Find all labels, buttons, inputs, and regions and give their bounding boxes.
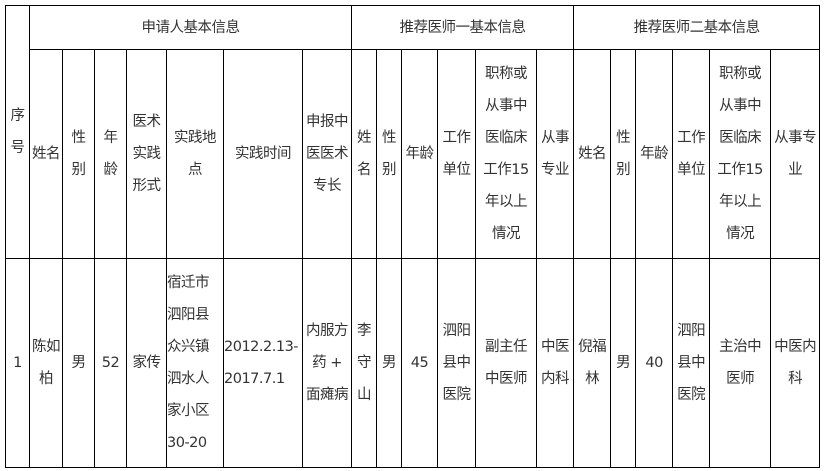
group-doctor2: 推荐医师二基本信息 [573, 5, 821, 50]
header-doctor2-age: 年龄 [635, 49, 674, 259]
cell-doctor2-gender: 男 [610, 258, 637, 468]
cell-doctor2-field: 中医内 科 [770, 258, 821, 468]
group-doctor1: 推荐医师一基本信息 [351, 5, 575, 50]
cell-applicant-age: 52 [94, 258, 127, 468]
group-applicant: 申请人基本信息 [28, 5, 353, 50]
cell-doctor2-workplace: 泗阳 县中 医院 [672, 258, 711, 468]
header-applicant-name: 姓名 [29, 49, 63, 259]
header-applicant-age: 年 龄 [94, 49, 127, 259]
header-doctor2-workplace: 工作 单位 [672, 49, 711, 259]
cell-doctor1-name: 李 守 山 [351, 258, 378, 468]
cell-specialty: 内服方 药 + 面瘫病 [301, 258, 353, 468]
cell-practice-location: 宿迁市 泗阳县 众兴镇 泗水人 家小区 30-20 [166, 258, 224, 468]
cell-seq: 1 [5, 258, 30, 468]
cell-applicant-name: 陈如 柏 [29, 258, 63, 468]
cell-doctor1-age: 45 [401, 258, 439, 468]
header-seq: 序 号 [5, 5, 30, 259]
cell-practice-form: 家传 [126, 258, 167, 468]
header-applicant-gender: 性 别 [62, 49, 95, 259]
header-practice-location: 实践地 点 [166, 49, 224, 259]
header-practice-time: 实践时间 [223, 49, 303, 259]
cell-doctor1-title: 副主任 中医师 [475, 258, 538, 468]
table-row: 1 陈如 柏 男 52 家传 宿迁市 泗阳县 众兴镇 泗水人 家小区 30-20… [5, 258, 821, 468]
cell-practice-time: 2012.2.13- 2017.7.1 [223, 258, 303, 468]
recommendation-table: 序 号 申请人基本信息 推荐医师一基本信息 推荐医师二基本信息 姓名 性 别 年… [5, 5, 821, 468]
cell-applicant-gender: 男 [62, 258, 95, 468]
cell-doctor1-gender: 男 [376, 258, 403, 468]
cell-doctor2-title: 主治中 医师 [709, 258, 772, 468]
header-doctor1-age: 年龄 [401, 49, 439, 259]
header-doctor2-name: 姓名 [573, 49, 612, 259]
cell-doctor2-name: 倪福 林 [573, 258, 612, 468]
group-header-row: 序 号 申请人基本信息 推荐医师一基本信息 推荐医师二基本信息 [5, 5, 821, 259]
cell-doctor1-field: 中医 内科 [536, 258, 575, 468]
header-practice-form: 医术 实践 形式 [126, 49, 167, 259]
header-doctor1-title: 职称或 从事中 医临床 工作15 年以上 情况 [475, 49, 538, 259]
cell-doctor2-age: 40 [635, 258, 674, 468]
header-specialty: 申报中 医医术 专长 [301, 49, 353, 259]
column-header-row: 姓名 性 别 年 龄 医术 实践 形式 实践地 点 实践时间 申报中 医医术 专… [6, 49, 821, 259]
header-doctor2-title: 职称或 从事中 医临床 工作15 年以上 情况 [709, 49, 772, 259]
header-doctor1-field: 从事 专业 [536, 49, 575, 259]
header-doctor2-field: 从事专 业 [770, 49, 821, 259]
header-doctor2-gender: 性 别 [610, 49, 637, 259]
header-doctor1-gender: 性 别 [376, 49, 403, 259]
header-doctor1-workplace: 工作 单位 [437, 49, 477, 259]
cell-doctor1-workplace: 泗阳 县中 医院 [437, 258, 477, 468]
header-doctor1-name: 姓 名 [351, 49, 378, 259]
